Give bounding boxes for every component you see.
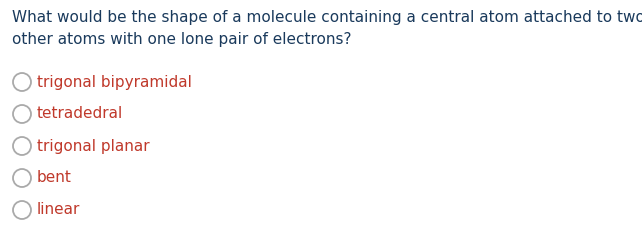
- Text: other atoms with one lone pair of electrons?: other atoms with one lone pair of electr…: [12, 32, 352, 47]
- Text: trigonal bipyramidal: trigonal bipyramidal: [37, 74, 192, 89]
- Text: tetradedral: tetradedral: [37, 107, 123, 122]
- Text: bent: bent: [37, 171, 72, 186]
- Text: What would be the shape of a molecule containing a central atom attached to two: What would be the shape of a molecule co…: [12, 10, 642, 25]
- Text: linear: linear: [37, 202, 80, 217]
- Text: trigonal planar: trigonal planar: [37, 138, 150, 153]
